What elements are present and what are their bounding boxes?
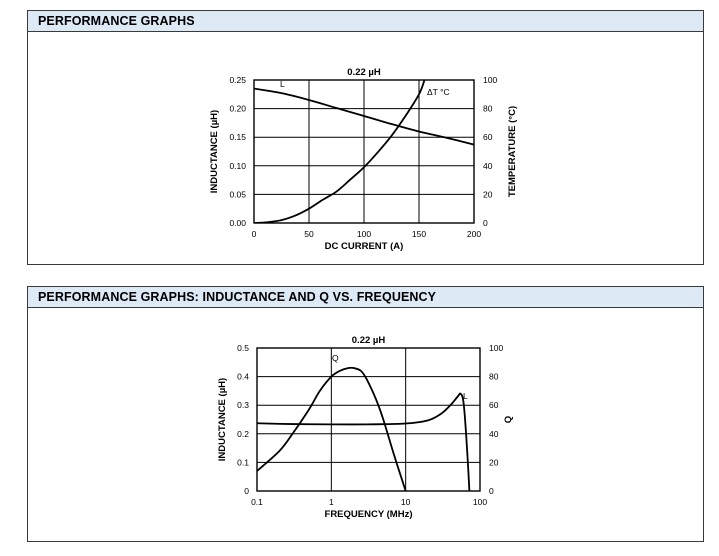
x-tick-label: 0 xyxy=(252,229,257,239)
plot-frame xyxy=(256,347,481,492)
y2-tick-label: 80 xyxy=(489,372,499,382)
y-tick-label: 0.00 xyxy=(229,218,246,228)
y2-tick-label: 0 xyxy=(489,486,494,496)
series-line-1 xyxy=(254,87,474,146)
y-tick-label: 0.4 xyxy=(237,372,249,382)
series-line-1 xyxy=(257,392,471,491)
series-label-2: ΔT °C xyxy=(427,87,450,97)
y-tick-label: 0 xyxy=(244,486,249,496)
chart-title: 0.22 µH xyxy=(347,67,381,78)
y2-tick-label: 0 xyxy=(483,218,488,228)
series-line-2 xyxy=(254,80,426,223)
series-label-1: L xyxy=(463,391,468,401)
x-tick-label: 10 xyxy=(401,497,411,507)
panel-header: PERFORMANCE GRAPHS: INDUCTANCE AND Q VS.… xyxy=(28,287,703,308)
x-tick-label: 100 xyxy=(357,229,371,239)
y-tick-label: 0.10 xyxy=(229,161,246,171)
series-label-1: L xyxy=(280,79,285,89)
y2-tick-label: 20 xyxy=(483,189,493,199)
y-tick-label: 0.5 xyxy=(237,343,249,353)
y2-tick-label: 80 xyxy=(483,104,493,114)
x-tick-label: 200 xyxy=(467,229,481,239)
x-tick-label: 100 xyxy=(473,497,487,507)
x-axis-label: DC CURRENT (A) xyxy=(325,241,404,252)
y-tick-label: 0.3 xyxy=(237,400,249,410)
x-tick-label: 0.1 xyxy=(251,497,263,507)
y2-tick-label: 20 xyxy=(489,457,499,467)
y-axis-label: INDUCTANCE (µH) xyxy=(217,378,228,461)
plot-frame xyxy=(253,79,475,224)
y-tick-label: 0.15 xyxy=(229,132,246,142)
y-tick-label: 0.2 xyxy=(237,429,249,439)
y2-tick-label: 60 xyxy=(483,132,493,142)
chart-dc-current: 0 50 100 150 200 0.00 0.05 0.10 0.15 0.20 0.25 0 20 4… xyxy=(209,67,518,252)
y-tick-label: 0.05 xyxy=(229,189,246,199)
panel-dc-current: PERFORMANCE GRAPHS 0 50 100 150 200 0.00 0.05 0… xyxy=(27,10,704,265)
x-tick-label: 1 xyxy=(329,497,334,507)
y2-tick-label: 100 xyxy=(483,75,497,85)
y-tick-label: 0.20 xyxy=(229,104,246,114)
y2-tick-label: 100 xyxy=(489,343,503,353)
y2-tick-label: 40 xyxy=(489,429,499,439)
y2-axis-label: TEMPERATURE (°C) xyxy=(507,106,518,197)
x-tick-label: 150 xyxy=(412,229,426,239)
y2-tick-label: 60 xyxy=(489,400,499,410)
panel-frequency: PERFORMANCE GRAPHS: INDUCTANCE AND Q VS.… xyxy=(27,286,704,542)
chart-title: 0.22 µH xyxy=(352,335,386,346)
panel-header: PERFORMANCE GRAPHS xyxy=(28,11,703,32)
y-axis-label: INDUCTANCE (µH) xyxy=(209,110,220,193)
x-axis-label: FREQUENCY (MHz) xyxy=(325,509,413,520)
x-tick-label: 50 xyxy=(304,229,314,239)
chart-frequency: 0.1 1 10 10000.10.20.30.40.50204060801000.2… xyxy=(217,335,514,520)
y-tick-label: 0.1 xyxy=(237,457,249,467)
y2-axis-label: Q xyxy=(503,416,514,423)
y2-tick-label: 40 xyxy=(483,161,493,171)
y-tick-label: 0.25 xyxy=(229,75,246,85)
series-label-2: Q xyxy=(332,353,339,363)
series-line-2 xyxy=(257,366,407,491)
